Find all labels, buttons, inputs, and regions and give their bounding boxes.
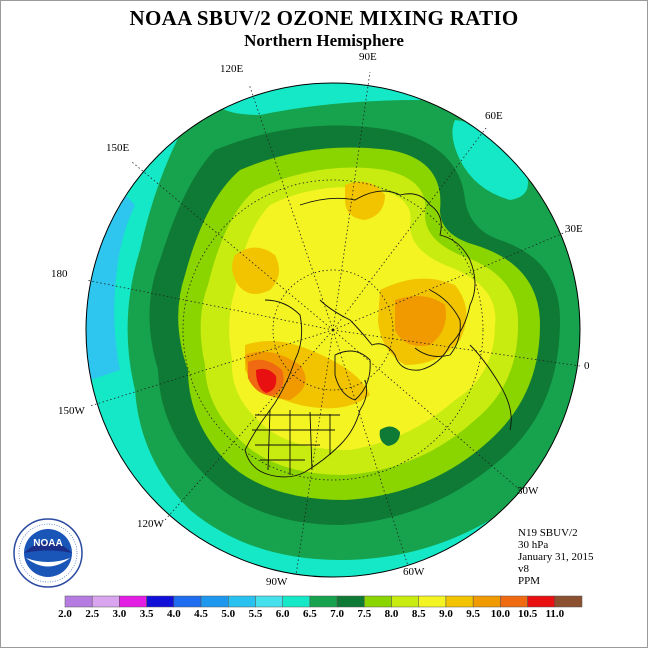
lon-label-120w: 120W bbox=[137, 518, 164, 530]
colorbar-tick-label: 10.0 bbox=[490, 608, 510, 620]
info-date: January 31, 2015 bbox=[518, 551, 594, 563]
us-grid-1 bbox=[252, 414, 340, 461]
band-10-5 bbox=[256, 368, 277, 393]
colorbar-tick-label: 9.5 bbox=[466, 608, 481, 620]
colorbar-swatch bbox=[445, 595, 474, 608]
lon-label-30e: 30E bbox=[565, 223, 583, 235]
colorbar-swatch bbox=[282, 595, 311, 608]
coast-eurasia bbox=[299, 190, 476, 371]
colorbar-tick-label: 2.5 bbox=[85, 608, 100, 620]
meridian-0 bbox=[332, 329, 581, 367]
coast-africa bbox=[469, 344, 512, 431]
colorbar-tick-label: 7.0 bbox=[330, 608, 344, 620]
colorbar-swatch bbox=[228, 595, 256, 608]
coast-greenland bbox=[334, 350, 371, 401]
noaa-logo-text: NOAA bbox=[33, 538, 62, 549]
colorbar-swatch bbox=[119, 595, 147, 608]
info-level: 30 hPa bbox=[518, 539, 549, 551]
band-7-0-patch bbox=[379, 426, 400, 446]
meridian-90w bbox=[295, 329, 334, 576]
colorbar-swatch bbox=[554, 595, 583, 608]
lon-label-150e: 150E bbox=[106, 142, 130, 154]
lon-label-30w: 30W bbox=[517, 485, 539, 497]
graticule bbox=[85, 71, 581, 576]
us-grid-2 bbox=[267, 409, 331, 475]
colorbar-swatch bbox=[364, 595, 392, 608]
colorbar-swatch bbox=[200, 595, 229, 608]
meridian-120e bbox=[248, 83, 334, 331]
info-units: PPM bbox=[518, 575, 541, 587]
colorbar-tick-label: 4.0 bbox=[166, 608, 181, 620]
lat-circle-30 bbox=[182, 179, 484, 481]
meridian-60w bbox=[332, 329, 409, 567]
colorbar-tick-label: 6.0 bbox=[275, 608, 290, 620]
colorbar-tick-label: 9.0 bbox=[439, 608, 453, 620]
colorbar-swatch bbox=[64, 595, 93, 608]
coast-america bbox=[244, 299, 368, 478]
colorbar-tick-label: 11.0 bbox=[545, 608, 565, 620]
colorbar-tick-label: 3.5 bbox=[139, 608, 154, 620]
colorbar-tick-label: 6.5 bbox=[303, 608, 317, 620]
colorbar-swatch bbox=[336, 595, 365, 608]
colorbar-tick-label: 8.5 bbox=[411, 608, 426, 620]
band-9-5-east bbox=[395, 296, 446, 346]
colorbar-tick-label: 3.0 bbox=[112, 608, 127, 620]
lon-label-180: 180 bbox=[51, 268, 68, 280]
map-info: N19 SBUV/2 30 hPa January 31, 2015 v8 PP… bbox=[518, 527, 593, 587]
colorbar-tick-label: 7.5 bbox=[357, 608, 372, 620]
colorbar-swatch bbox=[255, 595, 283, 608]
lon-label-60e: 60E bbox=[485, 110, 503, 122]
meridian-30w bbox=[332, 329, 521, 491]
map-subtitle: Northern Hemisphere bbox=[244, 31, 404, 50]
colorbar-swatch bbox=[91, 595, 120, 608]
coastlines bbox=[244, 190, 512, 478]
colorbar bbox=[64, 595, 583, 608]
colorbar-tick-label: 4.5 bbox=[194, 608, 208, 620]
map-boundary bbox=[85, 82, 581, 578]
lon-label-0: 0 bbox=[584, 360, 590, 372]
lat-circle-60 bbox=[272, 269, 394, 391]
colorbar-swatch bbox=[173, 595, 202, 608]
colorbar-tick-label: 8.0 bbox=[384, 608, 399, 620]
colorbar-tick-label: 5.5 bbox=[248, 608, 263, 620]
lon-label-120e: 120E bbox=[220, 63, 244, 75]
info-instrument: N19 SBUV/2 bbox=[518, 527, 578, 539]
colorbar-swatch bbox=[472, 595, 501, 608]
colorbar-swatch bbox=[500, 595, 528, 608]
band-9-0-north bbox=[345, 181, 385, 220]
lon-label-150w: 150W bbox=[58, 405, 85, 417]
band-5-5-west bbox=[86, 190, 135, 380]
colorbar-swatch bbox=[418, 595, 447, 608]
colorbar-tick-label: 2.0 bbox=[58, 608, 72, 620]
info-version: v8 bbox=[518, 563, 529, 575]
band-9-0-west bbox=[232, 247, 279, 294]
colorbar-swatch bbox=[527, 595, 556, 608]
meridian-150w bbox=[89, 329, 334, 407]
colorbar-tick-label: 10.5 bbox=[517, 608, 538, 620]
colorbar-tick-label: 5.0 bbox=[221, 608, 236, 620]
meridian-90e bbox=[332, 71, 371, 331]
colorbar-swatch bbox=[391, 595, 419, 608]
noaa-logo: NOAA bbox=[13, 518, 83, 588]
colorbar-swatch bbox=[146, 595, 175, 608]
colorbar-swatch bbox=[309, 595, 338, 608]
coast-europe bbox=[414, 289, 461, 357]
band-6-0-ne-patch bbox=[452, 120, 528, 200]
lon-label-90w: 90W bbox=[266, 576, 288, 588]
lon-label-60w: 60W bbox=[403, 566, 425, 578]
lon-label-90e: 90E bbox=[359, 51, 377, 63]
map-title: NOAA SBUV/2 OZONE MIXING RATIO bbox=[129, 6, 519, 30]
